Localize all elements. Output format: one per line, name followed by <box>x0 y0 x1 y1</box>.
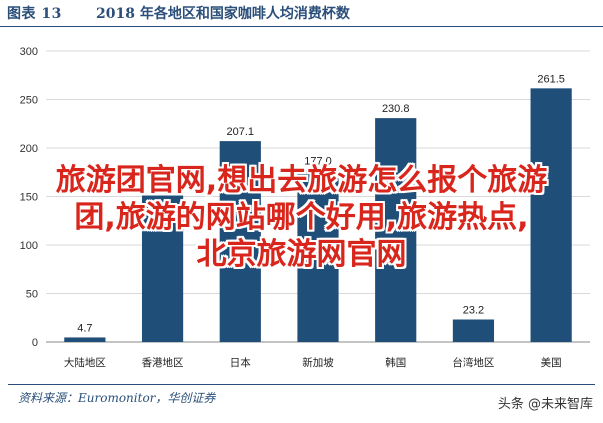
data-label: 177.0 <box>304 155 332 167</box>
x-tick-label: 大陆地区 <box>64 356 106 369</box>
overlay-line: 旅游团官网,想出去旅游怎么报个旅游 <box>55 163 548 198</box>
y-tick-label: 300 <box>20 46 38 58</box>
source-note: 资料来源：Euromonitor，华创证券 <box>18 391 216 405</box>
y-tick-label: 50 <box>26 289 38 301</box>
figure-label: 图表 13 <box>7 6 62 22</box>
y-tick-label: 250 <box>20 95 38 107</box>
bar <box>297 170 339 342</box>
watermark: 头条 @未来智库 <box>497 397 593 412</box>
x-tick-label: 美国 <box>541 356 562 369</box>
x-tick-label: 日本 <box>230 356 251 369</box>
y-tick-label: 150 <box>20 192 38 204</box>
x-tick-label: 香港地区 <box>142 356 184 369</box>
x-tick-label: 台湾地区 <box>452 356 494 369</box>
overlay-text: 旅游团官网,想出去旅游怎么报个旅游 团,旅游的网站哪个好用,旅游热点, 北京旅游… <box>0 162 603 273</box>
data-label: 4.7 <box>77 322 92 334</box>
overlay-line: 北京旅游网官网 <box>196 237 407 272</box>
bar-chart: 0 50 100 150 200 250 300 4.7 207.1 177.0 230.8 23.… <box>20 46 590 369</box>
data-label: 230.8 <box>382 103 410 115</box>
x-axis: 大陆地区 香港地区 日本 新加坡 韩国 台湾地区 美国 <box>64 356 562 369</box>
bar <box>530 88 572 342</box>
data-label: 261.5 <box>537 73 565 85</box>
y-tick-label: 100 <box>20 240 38 252</box>
y-tick-label: 200 <box>20 143 38 155</box>
data-labels: 4.7 207.1 177.0 230.8 23.2 261.5 <box>77 73 565 334</box>
y-tick-label: 0 <box>32 337 38 349</box>
overlay-line: 团,旅游的网站哪个好用,旅游热点, <box>74 200 529 235</box>
x-tick-label: 韩国 <box>385 356 406 369</box>
bar <box>452 319 495 342</box>
bar <box>375 118 417 343</box>
chart-title: 2018 年各地区和国家咖啡人均消费杯数 <box>96 6 350 22</box>
bar <box>219 141 261 342</box>
data-label: 23.2 <box>463 304 484 316</box>
x-tick-label: 新加坡 <box>302 356 334 369</box>
data-label: 207.1 <box>227 126 255 138</box>
bar <box>141 195 184 342</box>
figure-header: 图表 13 2018 年各地区和国家咖啡人均消费杯数 <box>0 0 603 27</box>
bar <box>64 337 106 342</box>
y-axis: 0 50 100 150 200 250 300 <box>20 46 38 349</box>
bars <box>64 88 572 343</box>
footer-divider <box>8 384 595 385</box>
